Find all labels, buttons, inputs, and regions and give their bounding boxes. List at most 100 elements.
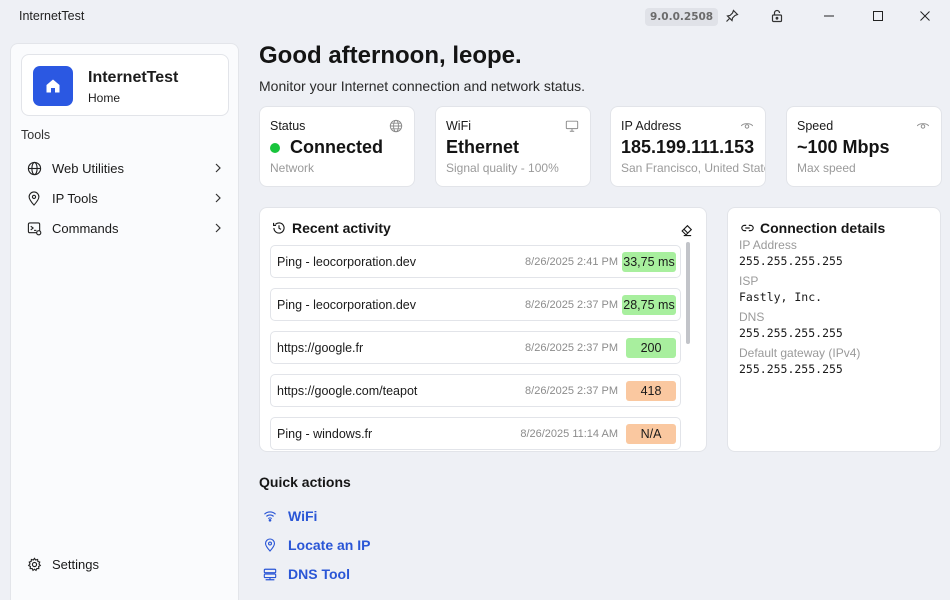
quick-action-wifi[interactable]: WiFi: [262, 507, 317, 525]
sidebar-item-label: Commands: [52, 220, 119, 236]
quick-actions-title: Quick actions: [259, 474, 351, 490]
detail-label-ip: IP Address: [739, 238, 797, 252]
quick-action-dns-tool[interactable]: DNS Tool: [262, 565, 350, 583]
activity-name: Ping - leocorporation.dev: [277, 254, 416, 269]
status-card-sub: Network: [270, 161, 315, 175]
connection-details-title: Connection details: [760, 220, 886, 236]
status-card-value-wrap: Connected: [270, 137, 383, 158]
wifi-icon: [262, 508, 278, 524]
speed-card-sub: Max speed: [797, 161, 856, 175]
eye-icon[interactable]: [915, 118, 931, 134]
recent-activity-title-wrap: Recent activity: [271, 220, 391, 236]
connection-details-panel: Connection details IP Address 255.255.25…: [727, 207, 941, 452]
wifi-card: WiFi Ethernet Signal quality - 100%: [435, 106, 591, 187]
sidebar-item-settings[interactable]: Settings: [17, 550, 230, 578]
activity-time: 8/26/2025 11:14 AM: [520, 427, 618, 440]
detail-label-gateway: Default gateway (IPv4): [739, 346, 861, 360]
wifi-card-sub: Signal quality - 100%: [446, 161, 559, 175]
activity-name: Ping - windows.fr: [277, 426, 373, 441]
status-card: Status Connected Network: [259, 106, 415, 187]
activity-item[interactable]: Ping - leocorporation.dev 8/26/2025 2:41…: [270, 245, 681, 278]
minimize-button[interactable]: [806, 0, 852, 32]
eraser-icon[interactable]: [678, 222, 694, 238]
page-subtitle: Monitor your Internet connection and net…: [259, 78, 586, 94]
quick-action-locate-ip[interactable]: Locate an IP: [262, 536, 370, 554]
chevron-right-icon: [210, 220, 226, 236]
sidebar-item-ip-tools[interactable]: IP Tools: [17, 184, 230, 212]
quick-action-label: Locate an IP: [288, 537, 371, 553]
title-bar: InternetTest 9.0.0.2508: [0, 0, 950, 34]
server-icon: [262, 566, 278, 582]
connection-details-title-wrap: Connection details: [739, 220, 885, 236]
maximize-button[interactable]: [855, 0, 901, 32]
sidebar-item-web-utilities[interactable]: Web Utilities: [17, 154, 230, 182]
quick-action-label: DNS Tool: [288, 566, 350, 582]
activity-name: Ping - leocorporation.dev: [277, 297, 416, 312]
activity-item[interactable]: Ping - leocorporation.dev 8/26/2025 2:37…: [270, 288, 681, 321]
version-badge: 9.0.0.2508: [645, 8, 719, 26]
lock-icon[interactable]: [769, 8, 785, 24]
location-pin-icon: [262, 537, 278, 553]
status-card-label: Status: [270, 119, 306, 133]
app-name: InternetTest: [88, 69, 179, 86]
activity-name: https://google.fr: [277, 340, 364, 355]
chevron-right-icon: [210, 160, 226, 176]
activity-name: https://google.com/teapot: [277, 383, 418, 398]
connected-indicator: [270, 142, 280, 153]
wifi-card-value: Ethernet: [446, 137, 520, 157]
speed-card-value: ~100 Mbps: [797, 137, 890, 157]
app-page-label: Home: [88, 91, 121, 105]
detail-value-gateway: 255.255.255.255: [739, 362, 843, 376]
activity-result-badge: 33,75 ms: [622, 251, 676, 272]
ip-address-card-value: 185.199.111.153: [621, 137, 755, 157]
status-card-value: Connected: [290, 137, 384, 157]
globe-icon: [25, 159, 43, 177]
recent-activity-title: Recent activity: [292, 220, 391, 236]
activity-result-badge: N/A: [626, 423, 676, 444]
monitor-icon: [564, 118, 580, 134]
activity-time: 8/26/2025 2:41 PM: [525, 255, 618, 268]
activity-item[interactable]: https://google.com/teapot 8/26/2025 2:37…: [270, 374, 681, 407]
activity-item[interactable]: https://google.fr 8/26/2025 2:37 PM 200: [270, 331, 681, 364]
sidebar-item-label: IP Tools: [52, 190, 98, 206]
activity-time: 8/26/2025 2:37 PM: [525, 341, 618, 354]
location-pin-icon: [25, 189, 43, 207]
sidebar: InternetTest Home Tools Web Utilities IP…: [10, 43, 239, 600]
pin-icon[interactable]: [724, 8, 740, 24]
tools-section-label: Tools: [21, 128, 51, 142]
sidebar-item-label: Web Utilities: [52, 160, 125, 176]
window-title: InternetTest: [19, 9, 85, 23]
link-icon: [739, 220, 755, 236]
detail-value-dns: 255.255.255.255: [739, 326, 843, 340]
app-card-home[interactable]: InternetTest Home: [21, 54, 229, 116]
globe-icon: [388, 118, 404, 134]
page-title: Good afternoon, leope.: [259, 42, 522, 69]
history-icon: [271, 220, 287, 236]
close-button[interactable]: [902, 0, 948, 32]
activity-result-badge: 200: [626, 337, 676, 358]
detail-value-ip: 255.255.255.255: [739, 254, 843, 268]
home-icon: [33, 66, 73, 106]
ip-address-card-label: IP Address: [621, 119, 682, 133]
quick-action-label: WiFi: [288, 508, 318, 524]
ip-address-card-sub: San Francisco, United States: [621, 161, 766, 175]
ip-address-card: IP Address 185.199.111.153 San Francisco…: [610, 106, 766, 187]
detail-label-dns: DNS: [739, 310, 765, 324]
sidebar-item-label: Settings: [52, 556, 99, 572]
sidebar-item-commands[interactable]: Commands: [17, 214, 230, 242]
activity-time: 8/26/2025 2:37 PM: [525, 298, 618, 311]
detail-value-isp: Fastly, Inc.: [739, 290, 823, 304]
activity-item[interactable]: Ping - windows.fr 8/26/2025 11:14 AM N/A: [270, 417, 681, 450]
activity-result-badge: 28,75 ms: [622, 294, 676, 315]
eye-icon[interactable]: [739, 118, 755, 134]
command-icon: [25, 219, 43, 237]
activity-time: 8/26/2025 2:37 PM: [525, 384, 618, 397]
speed-card: Speed ~100 Mbps Max speed: [786, 106, 942, 187]
gear-icon: [25, 555, 43, 573]
activity-scrollbar[interactable]: [686, 242, 690, 344]
recent-activity-panel: Recent activity Ping - leocorporation.de…: [259, 207, 707, 452]
activity-result-badge: 418: [626, 380, 676, 401]
wifi-card-label: WiFi: [446, 119, 471, 133]
detail-label-isp: ISP: [739, 274, 759, 288]
chevron-right-icon: [210, 190, 226, 206]
